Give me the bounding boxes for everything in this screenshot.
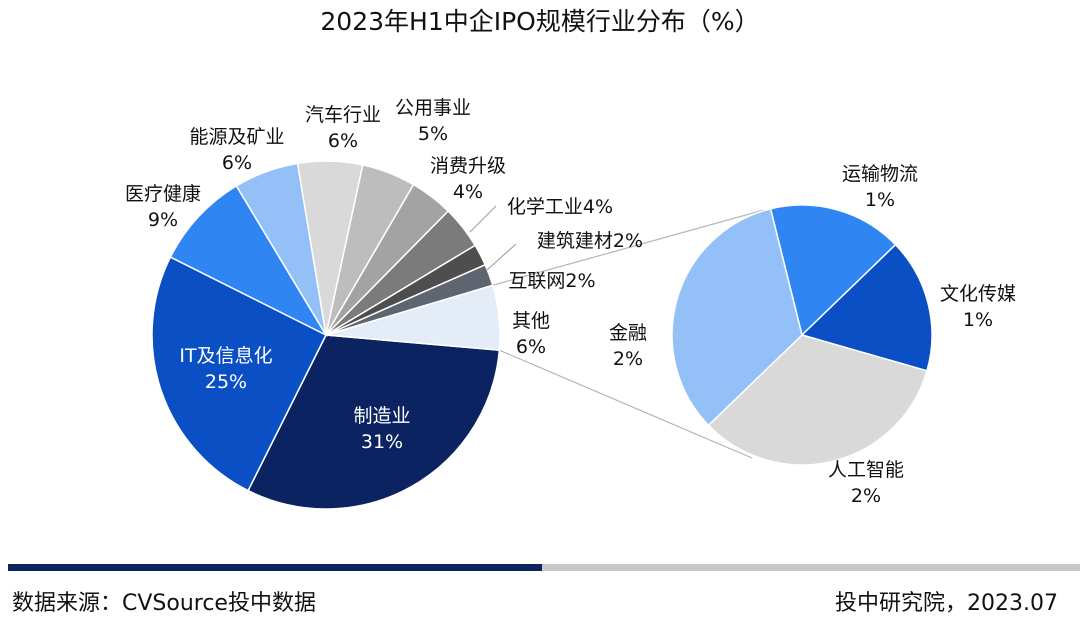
main-化学工业-value: 4% — [583, 196, 613, 218]
slice-labels: 制造业 31% IT及信息化 25% 医疗健康 9% 能源及矿业 6% 汽车行业 6% 公用事业 5%… — [125, 97, 1016, 507]
main-汽车行业-name: 汽车行业 — [305, 104, 381, 126]
chart-title: 2023年H1中企IPO规模行业分布（%） — [320, 7, 759, 36]
main-汽车行业-value: 6% — [328, 130, 358, 152]
connector-line-top — [492, 209, 765, 286]
connector-line-bottom — [499, 349, 753, 459]
main-slice-其他 — [325, 284, 501, 351]
data-source: 数据来源：CVSource投中数据 — [12, 591, 316, 616]
connector-lines — [492, 209, 765, 459]
pie-of-pie-chart: 2023年H1中企IPO规模行业分布（%） 制造业 31% IT及信息化 25% 医疗健… — [125, 7, 1016, 510]
main-化学工业-name: 化学工业 — [507, 196, 583, 218]
sub-人工智能-name: 人工智能 — [828, 459, 904, 481]
main-医疗健康-name: 医疗健康 — [125, 183, 201, 205]
main-建筑建材-name: 建筑建材 — [537, 230, 613, 252]
sub-slice-文化传媒 — [800, 243, 933, 372]
footer-divider-dark — [8, 564, 542, 571]
sub-金融-name: 金融 — [609, 322, 647, 344]
main-医疗健康-value: 9% — [148, 209, 178, 231]
main-互联网-value: 2% — [565, 270, 595, 292]
main-slice-制造业 — [247, 334, 501, 510]
main-公用事业-value: 5% — [418, 123, 448, 145]
main-其他-value: 6% — [516, 336, 546, 358]
main-建筑建材-label: 建筑建材2% — [537, 230, 643, 252]
main-IT及信息化-value: 25% — [205, 371, 247, 393]
publisher-credit: 投中研究院，2023.07 — [835, 591, 1058, 616]
sub-文化传媒-name: 文化传媒 — [940, 283, 1016, 305]
main-其他-name: 其他 — [512, 310, 550, 332]
footer-divider-light — [542, 564, 1080, 571]
main-公用事业-name: 公用事业 — [395, 97, 471, 119]
main-互联网-name: 互联网 — [508, 270, 565, 292]
sub-slice-运输物流 — [769, 204, 897, 337]
sub-slice-金融 — [671, 207, 803, 427]
sub-pie — [671, 204, 933, 466]
main-消费升级-value: 4% — [453, 181, 483, 203]
main-制造业-name: 制造业 — [353, 405, 410, 427]
main-化学工业-leader-line — [469, 205, 497, 233]
sub-金融-value: 2% — [613, 348, 643, 370]
sub-运输物流-name: 运输物流 — [842, 163, 918, 185]
sub-运输物流-value: 1% — [865, 189, 895, 211]
main-化学工业-label: 化学工业4% — [507, 196, 613, 218]
main-能源及矿业-name: 能源及矿业 — [189, 126, 284, 148]
main-slice-医疗健康 — [169, 184, 328, 337]
main-消费升级-name: 消费升级 — [430, 155, 506, 177]
main-建筑建材-value: 2% — [613, 230, 643, 252]
main-建筑建材-leader-line — [486, 243, 517, 271]
sub-人工智能-value: 2% — [851, 485, 881, 507]
main-pie — [151, 160, 501, 510]
main-slice-IT及信息化 — [151, 256, 328, 492]
main-IT及信息化-name: IT及信息化 — [179, 345, 272, 367]
main-制造业-value: 31% — [361, 431, 403, 453]
sub-slice-人工智能 — [707, 334, 928, 466]
main-能源及矿业-value: 6% — [222, 152, 252, 174]
sub-文化传媒-value: 1% — [963, 309, 993, 331]
main-互联网-label: 互联网2% — [508, 270, 595, 292]
